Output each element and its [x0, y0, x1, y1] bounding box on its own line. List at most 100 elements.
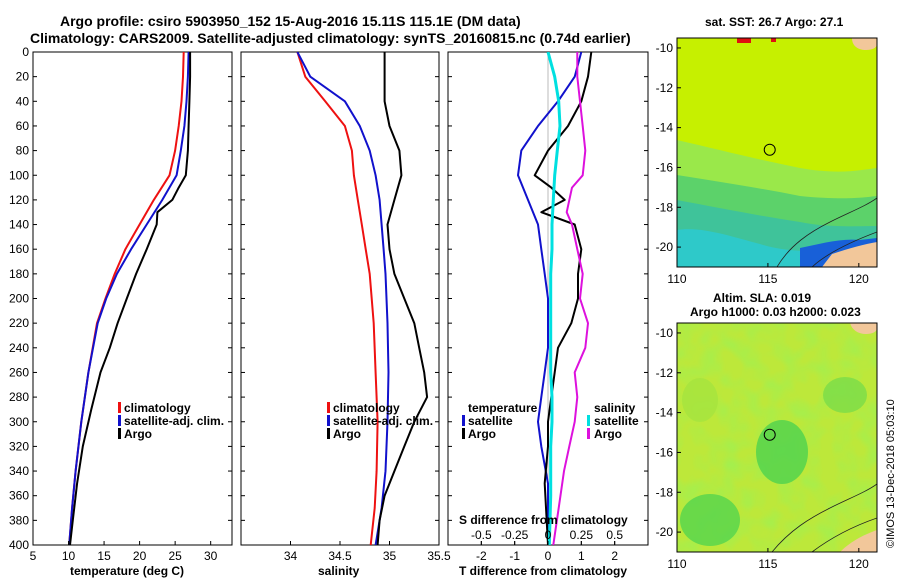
- difference-tick-label: -1: [509, 549, 520, 563]
- salinity-panel-frame: [240, 51, 440, 546]
- salinity-legend: climatology satellite-adj. clim. Argo: [327, 401, 433, 441]
- series-line: [552, 52, 589, 545]
- salinity-difference-tick-label: 0: [545, 528, 552, 542]
- depth-tick-label: 300: [9, 415, 29, 429]
- depth-tick-label: 100: [9, 168, 29, 182]
- map-lat-tick-label: -10: [656, 41, 674, 55]
- salinity-difference-label: S difference from climatology: [459, 513, 628, 527]
- legend-swatch-s-argo: [587, 428, 590, 439]
- legend-swatch-t-argo: [462, 428, 465, 439]
- salinity-series: [296, 52, 429, 545]
- map-lon-tick-label: 110: [667, 557, 686, 571]
- salinity-x-label: salinity: [318, 564, 360, 578]
- depth-tick-label: 80: [16, 144, 30, 158]
- sla-bathymetry-contour: [771, 483, 877, 552]
- sla-map-subtitle: Argo h1000: 0.03 h2000: 0.023: [690, 305, 861, 319]
- sst-map: [677, 38, 877, 267]
- depth-tick-label: 280: [9, 390, 29, 404]
- salinity-tick-label: 35.5: [427, 549, 451, 563]
- depth-tick-label: 380: [9, 513, 29, 527]
- legend-swatch-climatology: [118, 402, 121, 413]
- sla-map-axes: 110 115 120 -10 -12 -14 -16 -18 -20: [656, 326, 869, 571]
- temperature-tick-label: 20: [133, 549, 147, 563]
- legend-satellite: satellite-adj. clim.: [333, 414, 433, 428]
- map-lat-tick-label: -20: [656, 525, 674, 539]
- temperature-series: [68, 52, 192, 545]
- map-lat-tick-label: -10: [656, 326, 674, 340]
- salinity-tick-label: 35: [383, 549, 397, 563]
- depth-tick-label: 160: [9, 242, 29, 256]
- map-lat-tick-label: -14: [656, 406, 674, 420]
- map-lon-tick-label: 115: [758, 272, 777, 286]
- legend-t-argo: Argo: [468, 427, 496, 441]
- salinity-difference-tick-label: -0.5: [471, 528, 492, 542]
- difference-tick-label: 0: [545, 549, 552, 563]
- sst-hot-spot: [737, 38, 751, 43]
- legend-swatch-satellite: [118, 415, 121, 426]
- depth-tick-label: 200: [9, 292, 29, 306]
- sst-bathymetry-contour: [811, 231, 877, 267]
- legend-temperature-heading: temperature: [468, 401, 538, 415]
- series-line: [533, 52, 593, 545]
- difference-tick-label: 1: [578, 549, 585, 563]
- difference-series: [517, 52, 593, 545]
- salinity-tick-label: 34.5: [328, 549, 352, 563]
- legend-argo: Argo: [333, 427, 361, 441]
- map-lat-tick-label: -16: [656, 445, 674, 459]
- figure-title-line-2: Climatology: CARS2009. Satellite-adjuste…: [30, 30, 631, 46]
- sla-bathymetry-contour: [811, 517, 877, 552]
- map-lat-tick-label: -12: [656, 81, 674, 95]
- difference-legend: temperature satellite Argo salinity sate…: [462, 401, 639, 441]
- map-lat-tick-label: -20: [656, 240, 674, 254]
- legend-climatology: climatology: [333, 401, 400, 415]
- depth-tick-label: 60: [16, 119, 30, 133]
- legend-s-satellite: satellite: [594, 414, 639, 428]
- sst-map-frame: [676, 37, 878, 268]
- map-lat-tick-label: -18: [656, 485, 674, 499]
- legend-swatch-satellite: [327, 415, 330, 426]
- depth-tick-label: 40: [16, 94, 30, 108]
- figure-title-line-1: Argo profile: csiro 5903950_152 15-Aug-2…: [60, 13, 521, 29]
- depth-tick-label: 340: [9, 464, 29, 478]
- legend-swatch-t-satellite: [462, 415, 465, 426]
- depth-tick-label: 180: [9, 267, 29, 281]
- copyright-footer: ©IMOS 13-Dec-2018 05:03:10: [885, 399, 897, 548]
- map-lon-tick-label: 115: [758, 557, 777, 571]
- temperature-tick-label: 10: [62, 549, 76, 563]
- map-lon-tick-label: 120: [849, 557, 869, 571]
- sla-argo-position-marker: [763, 428, 776, 441]
- temperature-panel-frame: [32, 51, 233, 546]
- depth-tick-label: 320: [9, 439, 29, 453]
- difference-tick-label: 2: [611, 549, 618, 563]
- depth-tick-label: 240: [9, 341, 29, 355]
- temperature-tick-label: 15: [97, 549, 111, 563]
- legend-swatch-argo: [327, 428, 330, 439]
- sst-bathymetry-contour: [776, 197, 877, 267]
- sst-argo-position-marker: [763, 143, 776, 156]
- map-lon-tick-label: 110: [667, 272, 686, 286]
- sla-map: [677, 323, 877, 552]
- temperature-x-label: temperature (deg C): [70, 564, 184, 578]
- depth-tick-label: 0: [22, 45, 29, 59]
- map-lat-tick-label: -14: [656, 121, 674, 135]
- legend-swatch-s-satellite: [587, 415, 590, 426]
- sst-hot-spot: [771, 38, 776, 42]
- sst-coolest-band: [677, 229, 820, 267]
- legend-s-argo: Argo: [594, 427, 622, 441]
- legend-climatology: climatology: [124, 401, 191, 415]
- sla-land-north: [850, 323, 877, 334]
- sla-low-patch: [680, 494, 740, 546]
- sla-patch: [682, 378, 718, 422]
- series-line: [69, 52, 192, 545]
- difference-tick-label: -2: [476, 549, 487, 563]
- map-lat-tick-label: -18: [656, 200, 674, 214]
- temperature-tick-label: 25: [168, 549, 182, 563]
- depth-tick-label: 260: [9, 365, 29, 379]
- sst-land-north: [852, 38, 877, 50]
- salinity-difference-axis: -0.5 -0.25 0 0.25 0.5: [471, 528, 623, 545]
- sst-land-australia: [822, 242, 877, 267]
- map-lat-tick-label: -16: [656, 160, 674, 174]
- legend-satellite: satellite-adj. clim.: [124, 414, 224, 428]
- salinity-difference-tick-label: 0.5: [606, 528, 623, 542]
